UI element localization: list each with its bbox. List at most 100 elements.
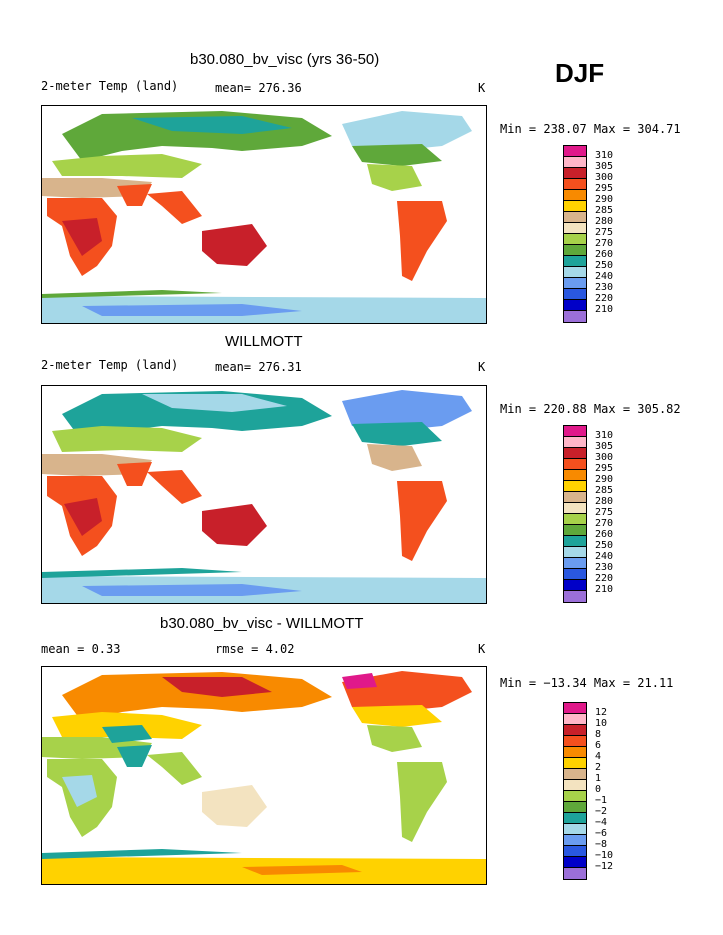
colorbar-tick-label: −10 [595, 850, 614, 861]
colorbar-tick-label: −4 [595, 817, 608, 828]
panel2-colorbar-labels: 310 305 300 295 290 285 280 275 270 260 250 240 230 2… [595, 430, 613, 595]
panel3-units-label: K [478, 642, 486, 656]
colorbar-tick-label: 275 [595, 507, 614, 518]
panel2-variable-label: 2-meter Temp (land) [41, 358, 179, 372]
colorbar-tick-label: 295 [595, 183, 614, 194]
colorbar-tick-label: 210 [595, 584, 614, 595]
colorbar-tick-label: 280 [595, 496, 614, 507]
colorbar-tick-label: 250 [595, 260, 614, 271]
panel3-title: b30.080_bv_visc - WILLMOTT [160, 615, 364, 632]
colorbar-tick-label: 305 [595, 441, 614, 452]
colorbar-swatch [564, 481, 586, 492]
colorbar-swatch [564, 437, 586, 448]
colorbar-swatch [564, 758, 586, 769]
season-label: DJF [555, 58, 605, 88]
panel2-title: WILLMOTT [225, 333, 303, 350]
colorbar-tick-label: −2 [595, 806, 608, 817]
colorbar-swatch [564, 703, 586, 714]
colorbar-swatch [564, 525, 586, 536]
colorbar-swatch [564, 168, 586, 179]
panel3-mean-label: mean = 0.33 [41, 642, 121, 656]
panel3-minmax-label: Min = −13.34 Max = 21.11 [500, 676, 674, 690]
colorbar-swatch [564, 289, 586, 300]
colorbar-tick-label: 220 [595, 293, 614, 304]
panel3-colorbar [563, 702, 587, 880]
colorbar-tick-label: 240 [595, 271, 614, 282]
colorbar-swatch [564, 547, 586, 558]
colorbar-tick-label: 290 [595, 194, 614, 205]
colorbar-swatch [564, 835, 586, 846]
colorbar-tick-label: 8 [595, 729, 602, 740]
colorbar-swatch [564, 146, 586, 157]
colorbar-tick-label: 285 [595, 485, 614, 496]
panel1-colorbar [563, 145, 587, 323]
colorbar-swatch [564, 791, 586, 802]
panel1-map [41, 105, 487, 324]
panel2-mean-label: mean= 276.31 [215, 360, 302, 374]
colorbar-swatch [564, 736, 586, 747]
colorbar-tick-label: 270 [595, 518, 614, 529]
colorbar-tick-label: 275 [595, 227, 614, 238]
colorbar-swatch [564, 591, 586, 602]
colorbar-tick-label: 305 [595, 161, 614, 172]
colorbar-tick-label: 4 [595, 751, 602, 762]
colorbar-tick-label: 280 [595, 216, 614, 227]
colorbar-swatch [564, 857, 586, 868]
colorbar-tick-label: 260 [595, 529, 614, 540]
colorbar-tick-label: 12 [595, 707, 608, 718]
colorbar-swatch [564, 267, 586, 278]
colorbar-swatch [564, 212, 586, 223]
panel3-map-svg [42, 671, 486, 884]
colorbar-swatch [564, 802, 586, 813]
colorbar-swatch [564, 725, 586, 736]
colorbar-swatch [564, 245, 586, 256]
colorbar-swatch [564, 157, 586, 168]
colorbar-tick-label: 6 [595, 740, 602, 751]
panel3-map [41, 666, 487, 885]
colorbar-tick-label: −6 [595, 828, 608, 839]
colorbar-tick-label: 230 [595, 562, 614, 573]
colorbar-swatch [564, 223, 586, 234]
colorbar-tick-label: 295 [595, 463, 614, 474]
colorbar-swatch [564, 868, 586, 879]
colorbar-tick-label: 250 [595, 540, 614, 551]
colorbar-tick-label: 285 [595, 205, 614, 216]
panel1-minmax-label: Min = 238.07 Max = 304.71 [500, 122, 681, 136]
colorbar-swatch [564, 300, 586, 311]
colorbar-swatch [564, 201, 586, 212]
colorbar-swatch [564, 256, 586, 267]
colorbar-swatch [564, 503, 586, 514]
colorbar-swatch [564, 448, 586, 459]
colorbar-swatch [564, 426, 586, 437]
colorbar-swatch [564, 714, 586, 725]
colorbar-tick-label: 230 [595, 282, 614, 293]
colorbar-tick-label: 220 [595, 573, 614, 584]
colorbar-swatch [564, 278, 586, 289]
panel3-rmse-label: rmse = 4.02 [215, 642, 295, 656]
colorbar-tick-label: 300 [595, 172, 614, 183]
colorbar-swatch [564, 470, 586, 481]
colorbar-tick-label: 290 [595, 474, 614, 485]
panel2-minmax-label: Min = 220.88 Max = 305.82 [500, 402, 681, 416]
colorbar-tick-label: 270 [595, 238, 614, 249]
colorbar-swatch [564, 824, 586, 835]
colorbar-swatch [564, 747, 586, 758]
panel1-map-svg [42, 111, 486, 323]
colorbar-tick-label: 260 [595, 249, 614, 260]
colorbar-tick-label: 300 [595, 452, 614, 463]
colorbar-tick-label: −8 [595, 839, 608, 850]
colorbar-tick-label: −12 [595, 861, 614, 872]
colorbar-swatch [564, 846, 586, 857]
colorbar-tick-label: 210 [595, 304, 614, 315]
colorbar-swatch [564, 536, 586, 547]
panel2-colorbar [563, 425, 587, 603]
panel1-colorbar-labels: 310 305 300 295 290 285 280 275 270 260 250 240 230 2… [595, 150, 613, 315]
colorbar-swatch [564, 580, 586, 591]
colorbar-tick-label: −1 [595, 795, 608, 806]
colorbar-swatch [564, 234, 586, 245]
colorbar-swatch [564, 780, 586, 791]
colorbar-swatch [564, 179, 586, 190]
colorbar-swatch [564, 569, 586, 580]
colorbar-swatch [564, 459, 586, 470]
panel2-map [41, 385, 487, 604]
